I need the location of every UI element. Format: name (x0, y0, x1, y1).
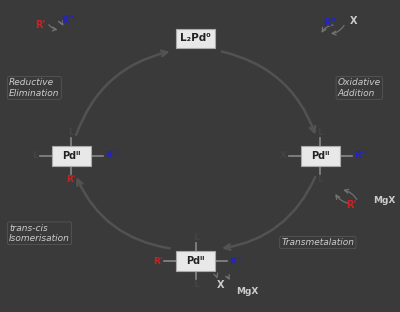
Text: Pdᴵᴵ: Pdᴵᴵ (311, 151, 329, 161)
FancyArrowPatch shape (214, 273, 218, 277)
FancyBboxPatch shape (301, 146, 340, 166)
FancyBboxPatch shape (176, 29, 215, 48)
Text: L: L (68, 128, 74, 137)
FancyArrowPatch shape (76, 51, 167, 135)
Text: R'': R'' (323, 18, 336, 28)
FancyArrowPatch shape (332, 25, 344, 35)
Text: R'': R'' (354, 152, 366, 160)
Text: R': R' (346, 201, 356, 211)
Text: MgX: MgX (373, 196, 395, 205)
Text: L₂Pd⁰: L₂Pd⁰ (180, 33, 211, 43)
Text: L: L (193, 280, 199, 290)
Text: X: X (350, 17, 357, 27)
Text: Pdᴵᴵ: Pdᴵᴵ (62, 151, 80, 161)
Text: trans-cis
Isomerisation: trans-cis Isomerisation (9, 224, 70, 243)
FancyArrowPatch shape (336, 195, 348, 203)
Text: L: L (193, 233, 199, 242)
Text: Reductive
Elimination: Reductive Elimination (9, 78, 60, 98)
Text: R'': R'' (105, 152, 117, 160)
FancyBboxPatch shape (52, 146, 91, 166)
FancyArrowPatch shape (222, 51, 315, 132)
FancyArrowPatch shape (77, 180, 170, 248)
Text: MgX: MgX (237, 287, 259, 296)
Text: R': R' (35, 20, 46, 30)
Text: Oxidative
Addition: Oxidative Addition (338, 78, 381, 98)
Text: L: L (32, 152, 38, 160)
FancyArrowPatch shape (49, 25, 56, 31)
FancyArrowPatch shape (226, 275, 229, 279)
Text: R': R' (153, 257, 162, 266)
Text: Transmetalation: Transmetalation (281, 238, 354, 247)
FancyArrowPatch shape (322, 25, 333, 32)
Text: X: X (280, 152, 287, 160)
FancyBboxPatch shape (176, 251, 215, 271)
Text: L: L (317, 175, 323, 184)
Text: X: X (217, 280, 225, 290)
Text: R'': R'' (61, 15, 74, 25)
FancyArrowPatch shape (58, 21, 63, 25)
Text: L: L (317, 128, 323, 137)
FancyArrowPatch shape (225, 177, 315, 250)
FancyArrowPatch shape (344, 189, 357, 199)
Text: Pdᴵᴵ: Pdᴵᴵ (186, 256, 205, 266)
Text: R': R' (66, 175, 76, 184)
Text: R'': R'' (229, 257, 242, 266)
